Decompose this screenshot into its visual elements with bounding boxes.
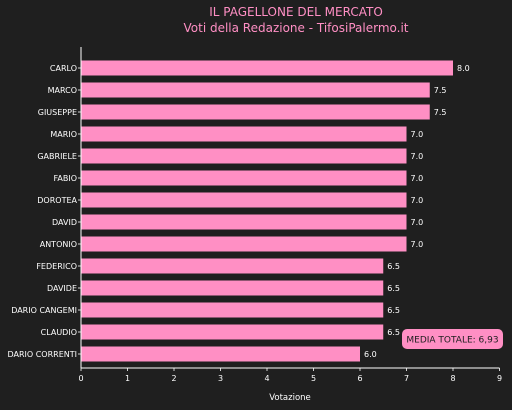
value-label: 8.0 <box>457 64 470 73</box>
bar <box>81 170 407 186</box>
value-label: 6.5 <box>387 328 400 337</box>
value-label: 6.0 <box>364 350 377 359</box>
value-label: 7.0 <box>411 152 424 161</box>
x-tick-label: 5 <box>311 374 316 383</box>
bar <box>81 82 430 98</box>
category-label: GABRIELE <box>37 152 77 161</box>
media-annotation-text: MEDIA TOTALE: 6,93 <box>406 336 498 346</box>
value-label: 7.5 <box>434 86 447 95</box>
bar <box>81 236 407 252</box>
category-label: MARCO <box>48 86 77 95</box>
category-label: FABIO <box>54 174 77 183</box>
chart-title: IL PAGELLONE DEL MERCATO <box>209 5 383 19</box>
bar <box>81 214 407 230</box>
bar <box>81 104 430 120</box>
bar <box>81 280 384 296</box>
value-label: 7.0 <box>411 196 424 205</box>
media-annotation: MEDIA TOTALE: 6,93 <box>402 329 503 349</box>
x-axis-title: Votazione <box>269 393 311 403</box>
value-label: 6.5 <box>387 306 400 315</box>
bar <box>81 324 384 340</box>
bar <box>81 148 407 164</box>
bars-group: CARLO 8.0 MARCO 7.5 GIUSEPPE 7.5 MARIO 7.0 GABRI… <box>7 60 470 362</box>
x-tick-label: 9 <box>497 374 502 383</box>
bar <box>81 258 384 274</box>
value-label: 6.5 <box>387 284 400 293</box>
category-label: DARIO CORRENTI <box>7 350 77 359</box>
category-label: DAVIDE <box>47 284 77 293</box>
bar <box>81 126 407 142</box>
category-label: GIUSEPPE <box>38 108 77 117</box>
x-tick-label: 7 <box>404 374 409 383</box>
category-label: DARIO CANGEMI <box>11 306 77 315</box>
x-tick-label: 2 <box>171 374 176 383</box>
x-tick-label: 6 <box>357 374 362 383</box>
value-label: 6.5 <box>387 262 400 271</box>
category-label: DAVID <box>52 218 77 227</box>
x-tick-label: 0 <box>78 374 83 383</box>
chart-subtitle: Voti della Redazione - TifosiPalermo.it <box>184 21 409 35</box>
bar <box>81 60 453 76</box>
axes-group: 0 1 2 3 4 5 6 7 8 9 <box>78 47 502 383</box>
category-label: CLAUDIO <box>41 328 77 337</box>
category-label: MARIO <box>50 130 77 139</box>
bar <box>81 346 360 362</box>
category-label: CARLO <box>50 64 77 73</box>
value-label: 7.0 <box>411 174 424 183</box>
category-label: FEDERICO <box>36 262 77 271</box>
value-label: 7.0 <box>411 130 424 139</box>
value-label: 7.5 <box>434 108 447 117</box>
x-tick-label: 4 <box>264 374 269 383</box>
x-tick-label: 8 <box>450 374 455 383</box>
bar <box>81 192 407 208</box>
value-label: 7.0 <box>411 240 424 249</box>
value-label: 7.0 <box>411 218 424 227</box>
x-tick-label: 3 <box>218 374 223 383</box>
category-label: DOROTEA <box>37 196 77 205</box>
bar <box>81 302 384 318</box>
media-annotation-box <box>402 329 503 349</box>
category-label: ANTONIO <box>40 240 77 249</box>
x-tick-label: 1 <box>125 374 130 383</box>
